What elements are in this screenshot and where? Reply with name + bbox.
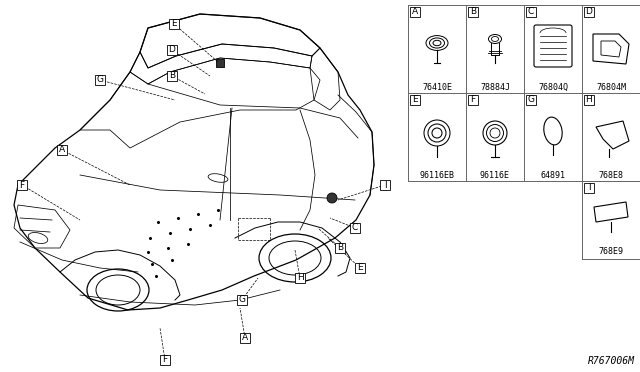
Bar <box>584 7 594 17</box>
Text: A: A <box>59 145 65 154</box>
Bar <box>295 273 305 283</box>
Bar <box>335 243 345 253</box>
Text: F: F <box>163 356 168 365</box>
Bar <box>350 223 360 233</box>
Bar <box>584 95 594 105</box>
Text: E: E <box>357 263 363 273</box>
Text: R767006M: R767006M <box>588 356 635 366</box>
Bar <box>95 75 105 85</box>
Text: D: D <box>168 45 175 55</box>
Text: A: A <box>242 334 248 343</box>
Bar <box>380 180 390 190</box>
Text: G: G <box>97 76 104 84</box>
Bar <box>167 71 177 81</box>
Text: 768E8: 768E8 <box>598 170 623 180</box>
Bar <box>167 45 177 55</box>
Text: 768E9: 768E9 <box>598 247 623 256</box>
Bar <box>237 295 247 305</box>
Bar <box>17 180 27 190</box>
Bar <box>584 183 594 193</box>
Bar <box>526 7 536 17</box>
Circle shape <box>327 193 337 203</box>
Text: E: E <box>171 19 177 29</box>
Bar <box>169 19 179 29</box>
Text: I: I <box>588 183 590 192</box>
Text: 64891: 64891 <box>541 170 566 180</box>
Text: B: B <box>337 244 343 253</box>
Text: D: D <box>586 7 593 16</box>
Text: E: E <box>412 96 418 105</box>
Text: B: B <box>169 71 175 80</box>
Bar <box>57 145 67 155</box>
Bar <box>355 263 365 273</box>
Bar <box>526 95 536 105</box>
Text: 78884J: 78884J <box>480 83 510 92</box>
Text: G: G <box>527 96 534 105</box>
Text: C: C <box>528 7 534 16</box>
Text: 76410E: 76410E <box>422 83 452 92</box>
Text: C: C <box>352 224 358 232</box>
Text: 96116E: 96116E <box>480 170 510 180</box>
Text: G: G <box>239 295 246 305</box>
Text: H: H <box>586 96 593 105</box>
Bar <box>468 7 478 17</box>
Text: F: F <box>470 96 476 105</box>
Text: 76804M: 76804M <box>596 83 626 92</box>
Bar <box>468 95 478 105</box>
Text: 96116EB: 96116EB <box>419 170 454 180</box>
Bar <box>240 333 250 343</box>
Bar <box>410 7 420 17</box>
Bar <box>160 355 170 365</box>
Bar <box>216 59 224 67</box>
Text: 76804Q: 76804Q <box>538 83 568 92</box>
Text: B: B <box>470 7 476 16</box>
Bar <box>410 95 420 105</box>
Text: F: F <box>19 180 24 189</box>
Text: H: H <box>296 273 303 282</box>
Text: A: A <box>412 7 418 16</box>
Text: I: I <box>384 180 387 189</box>
